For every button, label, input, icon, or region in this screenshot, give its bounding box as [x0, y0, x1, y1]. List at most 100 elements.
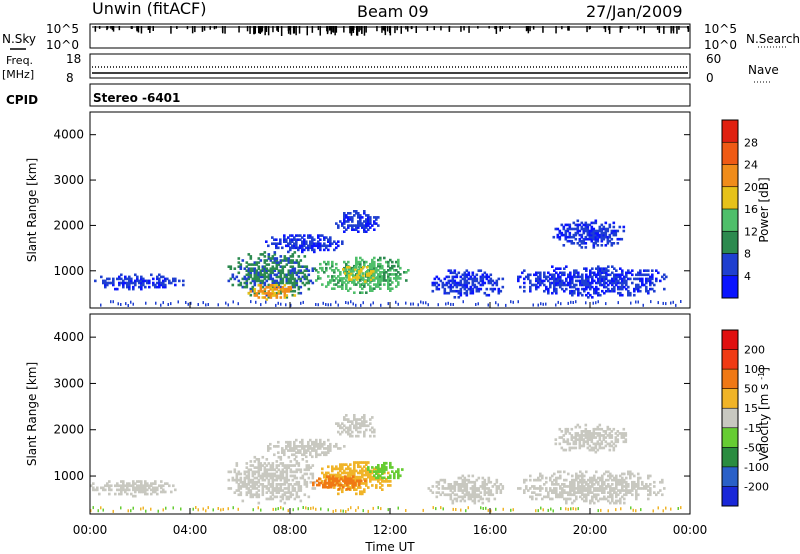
heatmap-cell — [126, 281, 129, 285]
heatmap-cell — [619, 273, 622, 277]
heatmap-cell — [325, 477, 328, 481]
heatmap-cell — [463, 273, 467, 277]
heatmap-cell — [275, 284, 279, 287]
heatmap-cell — [371, 262, 374, 266]
heatmap-cell — [604, 221, 608, 225]
heatmap-cell — [346, 483, 349, 487]
heatmap-cell — [447, 483, 451, 486]
heatmap-cell — [475, 287, 479, 291]
heatmap-cell — [603, 281, 606, 285]
sky-noise-bar — [494, 26, 496, 30]
heatmap-cell — [617, 285, 620, 289]
heatmap-cell — [381, 480, 384, 483]
ground-scatter-cell — [640, 508, 642, 512]
heatmap-cell — [265, 464, 269, 467]
heatmap-cell — [116, 277, 119, 281]
heatmap-cell — [610, 430, 614, 433]
heatmap-cell — [603, 277, 606, 281]
heatmap-cell — [592, 231, 596, 235]
heatmap-cell — [249, 478, 253, 482]
heatmap-cell — [453, 497, 457, 501]
heatmap-cell — [329, 445, 332, 448]
heatmap-cell — [643, 485, 646, 488]
heatmap-cell — [566, 229, 570, 233]
heatmap-cell — [389, 273, 392, 276]
heatmap-cell — [573, 493, 576, 497]
heatmap-cell — [293, 279, 297, 283]
heatmap-cell — [535, 283, 538, 287]
heatmap-cell — [533, 478, 536, 482]
heatmap-cell — [607, 478, 610, 482]
heatmap-cell — [445, 291, 449, 295]
heatmap-cell — [267, 296, 271, 299]
heatmap-cell — [116, 287, 119, 291]
heatmap-cell — [317, 442, 320, 446]
heatmap-cell — [355, 475, 358, 479]
heatmap-cell — [271, 468, 275, 472]
heatmap-cell — [383, 283, 386, 286]
ground-scatter-cell — [650, 300, 652, 304]
heatmap-cell — [353, 279, 356, 282]
heatmap-cell — [285, 470, 289, 474]
heatmap-cell — [588, 444, 592, 448]
colorbar-tick-label: 24 — [744, 159, 758, 172]
heatmap-cell — [467, 495, 471, 499]
heatmap-cell — [271, 491, 275, 494]
heatmap-cell — [568, 225, 572, 229]
heatmap-cell — [563, 470, 566, 474]
heatmap-cell — [541, 474, 544, 478]
heatmap-cell — [583, 283, 586, 287]
heatmap-cell — [251, 287, 255, 291]
heatmap-cell — [616, 237, 620, 241]
heatmap-cell — [569, 489, 572, 492]
heatmap-cell — [653, 491, 656, 494]
heatmap-cell — [557, 277, 560, 281]
heatmap-cell — [269, 466, 273, 469]
heatmap-cell — [265, 240, 268, 243]
heatmap-cell — [609, 493, 612, 497]
heatmap-cell — [629, 472, 632, 476]
heatmap-cell — [620, 432, 624, 435]
heatmap-cell — [339, 482, 342, 485]
heatmap-cell — [283, 478, 287, 482]
heatmap-cell — [471, 283, 475, 287]
heatmap-cell — [592, 446, 596, 450]
heatmap-cell — [587, 277, 590, 281]
sky-noise-bar — [186, 26, 189, 30]
heatmap-cell — [347, 428, 350, 432]
heatmap-cell — [343, 471, 346, 475]
heatmap-cell — [610, 237, 614, 241]
heatmap-cell — [327, 283, 330, 286]
heatmap-cell — [140, 482, 143, 485]
heatmap-cell — [598, 227, 602, 231]
heatmap-cell — [273, 468, 277, 472]
heatmap-cell — [573, 478, 576, 482]
heatmap-cell — [497, 487, 501, 490]
heatmap-cell — [371, 477, 374, 481]
heatmap-cell — [539, 283, 542, 287]
ground-scatter-cell — [510, 508, 512, 512]
heatmap-cell — [265, 271, 269, 275]
heatmap-cell — [349, 420, 352, 423]
heatmap-cell — [564, 231, 568, 235]
heatmap-cell — [611, 281, 614, 285]
velocity-colorbar-label-exponent: -1 — [757, 372, 766, 380]
heatmap-cell — [555, 287, 558, 291]
heatmap-cell — [293, 449, 296, 452]
heatmap-cell — [397, 277, 400, 280]
heatmap-cell — [629, 277, 632, 281]
heatmap-cell — [599, 293, 602, 297]
heatmap-cell — [273, 267, 277, 270]
heatmap-cell — [154, 486, 157, 490]
heatmap-cell — [257, 279, 261, 283]
sky-noise-bar — [264, 26, 266, 36]
heatmap-cell — [247, 292, 251, 295]
ground-scatter-cell — [305, 506, 307, 510]
heatmap-cell — [625, 476, 628, 480]
heatmap-cell — [463, 485, 467, 488]
ground-scatter-cell — [292, 508, 294, 512]
heatmap-cell — [564, 237, 568, 241]
heatmap-cell — [140, 488, 143, 492]
heatmap-cell — [279, 261, 283, 264]
heatmap-cell — [124, 277, 127, 281]
